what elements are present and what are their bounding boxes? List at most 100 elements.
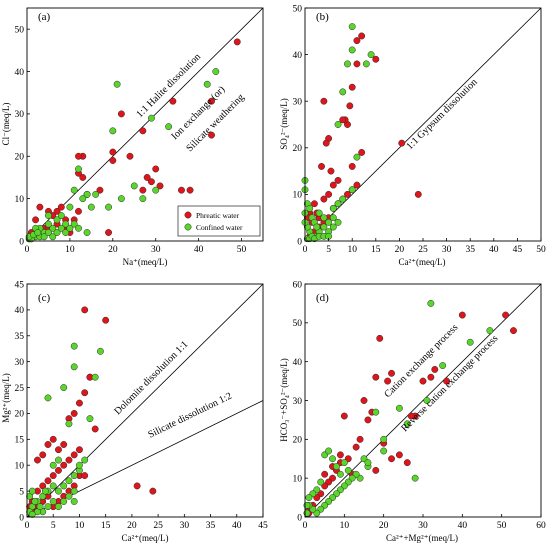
point-b-phreatic-29 [344, 190, 351, 198]
point-a-confined-44 [45, 212, 52, 220]
point-a-confined-20 [53, 216, 61, 224]
point-c-confined-27 [70, 472, 78, 480]
point-a-phreatic-7 [152, 165, 160, 173]
point-a-phreatic-13 [117, 110, 125, 118]
point-a-confined-4 [147, 114, 155, 122]
point-b-phreatic-35 [358, 149, 366, 156]
point-c-confined-23 [49, 482, 57, 490]
point-d-phreatic-8 [407, 412, 415, 420]
point-a-phreatic-9 [139, 127, 147, 135]
point-d-confined-39 [364, 459, 372, 467]
point-d-confined-5 [411, 474, 419, 482]
y-tick-label-c-6: 30 [15, 358, 25, 368]
point-a-confined-15 [75, 165, 82, 173]
point-d-confined-7 [395, 404, 403, 412]
y-tick-label-a-5: 50 [15, 25, 25, 35]
y-tick-label-c-5: 25 [15, 384, 25, 394]
x-tick-label-b-5: 25 [418, 245, 428, 255]
point-c-phreatic-0 [102, 316, 110, 324]
point-a-phreatic-5 [169, 97, 177, 105]
point-a-confined-18 [62, 220, 70, 228]
point-b-confined-13 [320, 223, 328, 231]
point-c-confined-19 [28, 510, 36, 518]
point-b-confined-5 [339, 88, 347, 96]
legend-label-confined: Confined water [196, 223, 243, 232]
point-d-confined-8 [380, 447, 388, 455]
x-axis-label-c: Ca²⁺(meq/L) [122, 533, 169, 543]
x-tick-label-d-6: 60 [536, 521, 546, 531]
point-a-phreatic-15 [109, 157, 117, 164]
point-c-confined-35 [41, 487, 49, 495]
point-a-phreatic-14 [109, 148, 117, 156]
panel-label-c: (c) [38, 292, 51, 304]
y-tick-label-c-1: 5 [19, 487, 24, 497]
x-tick-label-b-0: 0 [303, 245, 308, 255]
point-a-confined-5 [139, 195, 147, 203]
x-tick-label-d-3: 30 [418, 521, 428, 531]
point-a-phreatic-18 [75, 207, 82, 215]
point-b-phreatic-17 [318, 162, 325, 170]
point-a-confined-14 [79, 195, 87, 203]
point-c-confined-36 [91, 373, 99, 381]
panel-a: Cl⁻(meq/L) Na⁺(meq/L) (a) 1:1 Halite dis… [1, 7, 264, 267]
x-tick-label-b-7: 35 [465, 245, 475, 255]
point-a-confined-8 [113, 80, 121, 88]
point-c-phreatic-32 [49, 472, 57, 480]
x-tick-label-c-2: 10 [75, 521, 85, 531]
point-a-phreatic-1 [208, 97, 215, 105]
y-tick-label-a-2: 20 [15, 153, 25, 163]
y-tick-label-a-4: 40 [15, 68, 25, 78]
point-b-confined-25 [315, 209, 323, 217]
point-d-phreatic-5 [427, 373, 435, 381]
x-tick-label-d-1: 10 [340, 521, 350, 531]
y-tick-label-c-0: 0 [19, 513, 24, 523]
point-c-confined-13 [49, 498, 57, 505]
point-c-confined-12 [55, 503, 62, 511]
reference-line-a-1 [27, 8, 263, 241]
panel-d: HCO₃⁻+SO₄²⁻(meq/L) Ca²⁺+Mg²⁺(meq/L) (d) … [279, 280, 546, 543]
point-d-confined-0 [486, 327, 494, 335]
point-d-phreatic-17 [356, 435, 364, 443]
y-tick-label-d-3: 30 [293, 397, 303, 407]
point-b-phreatic-31 [353, 181, 361, 189]
point-a-confined-19 [57, 212, 65, 220]
annotation-reverse-cation-exchange: Reverse cation exchange process [399, 333, 500, 434]
panel-label-a: (a) [38, 11, 51, 23]
point-d-phreatic-1 [502, 311, 510, 319]
point-a-phreatic-8 [147, 178, 155, 186]
point-d-confined-28 [329, 455, 336, 463]
point-d-confined-4 [423, 397, 431, 404]
x-tick-label-c-6: 30 [180, 521, 190, 531]
point-d-phreatic-37 [321, 470, 329, 478]
legend: Phreatic water Confined water [177, 205, 261, 237]
point-c-confined-26 [65, 477, 73, 485]
point-a-phreatic-36 [105, 229, 112, 236]
point-a-confined-21 [49, 224, 57, 232]
point-a-confined-22 [45, 220, 52, 228]
point-a-confined-13 [83, 190, 91, 198]
point-a-phreatic-35 [96, 186, 104, 194]
legend-marker-confined [184, 223, 192, 231]
annotation-gypsum: 1:1 Gypsum dissolution [404, 77, 479, 152]
point-a-phreatic-2 [208, 131, 215, 139]
y-tick-label-c-2: 10 [15, 462, 25, 472]
point-d-phreatic-12 [376, 334, 384, 342]
point-b-confined-9 [334, 200, 342, 208]
y-tick-label-d-0: 0 [297, 513, 302, 523]
point-c-phreatic-37 [75, 446, 83, 454]
point-b-phreatic-15 [322, 139, 330, 147]
point-c-phreatic-4 [75, 399, 83, 407]
x-tick-label-d-4: 40 [458, 521, 468, 531]
point-a-confined-33 [49, 233, 57, 241]
x-tick-label-c-3: 15 [101, 521, 111, 531]
x-axis-label-b: Ca²⁺(meq/L) [399, 257, 446, 267]
x-axis-label-d: Ca²⁺+Mg²⁺(meq/L) [386, 533, 458, 543]
legend-marker-phreatic [184, 211, 192, 219]
reference-line-d-1 [305, 284, 541, 517]
y-tick-label-c-8: 40 [15, 306, 25, 316]
y-axis-label-d: HCO₃⁻+SO₄²⁻(meq/L) [279, 358, 289, 442]
x-tick-label-b-2: 10 [347, 245, 357, 255]
point-d-phreatic-21 [340, 412, 348, 420]
point-d-phreatic-34 [395, 451, 403, 459]
point-b-phreatic-36 [348, 162, 356, 170]
